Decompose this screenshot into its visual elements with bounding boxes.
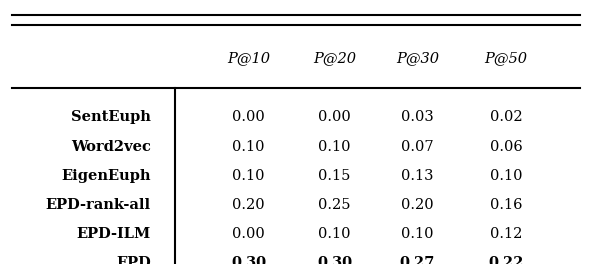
Text: 0.30: 0.30 [317,256,352,264]
Text: EPD-ILM: EPD-ILM [77,227,151,241]
Text: 0.02: 0.02 [490,110,523,125]
Text: 0.25: 0.25 [318,197,350,212]
Text: EPD-rank-all: EPD-rank-all [46,197,151,212]
Text: 0.00: 0.00 [318,110,351,125]
Text: 0.20: 0.20 [232,197,265,212]
Text: EPD: EPD [116,256,151,264]
Text: 0.30: 0.30 [231,256,266,264]
Text: 0.03: 0.03 [401,110,434,125]
Text: 0.10: 0.10 [318,139,350,154]
Text: P@30: P@30 [396,51,439,65]
Text: 0.10: 0.10 [401,227,433,241]
Text: 0.20: 0.20 [401,197,434,212]
Text: 0.06: 0.06 [490,139,523,154]
Text: P@50: P@50 [485,51,527,65]
Text: P@10: P@10 [227,51,270,65]
Text: 0.12: 0.12 [490,227,522,241]
Text: 0.16: 0.16 [490,197,522,212]
Text: EigenEuph: EigenEuph [62,168,151,183]
Text: 0.07: 0.07 [401,139,434,154]
Text: 0.22: 0.22 [488,256,524,264]
Text: 0.13: 0.13 [401,168,433,183]
Text: 0.10: 0.10 [318,227,350,241]
Text: 0.27: 0.27 [400,256,435,264]
Text: 0.15: 0.15 [318,168,350,183]
Text: 0.10: 0.10 [233,168,265,183]
Text: 0.10: 0.10 [490,168,522,183]
Text: 0.00: 0.00 [232,110,265,125]
Text: SentEuph: SentEuph [71,110,151,125]
Text: 0.10: 0.10 [233,139,265,154]
Text: 0.00: 0.00 [232,227,265,241]
Text: P@20: P@20 [313,51,356,65]
Text: Word2vec: Word2vec [71,139,151,154]
